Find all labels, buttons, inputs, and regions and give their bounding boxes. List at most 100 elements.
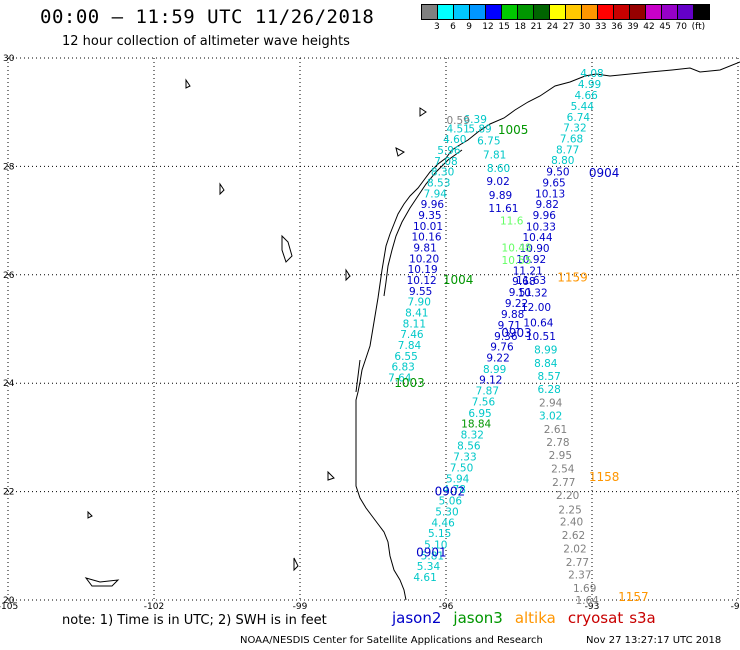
wave-height-label: 7.90 (408, 297, 431, 309)
legend-label: 33 (595, 22, 607, 32)
lat-tick-label: 26 (3, 271, 15, 281)
footer: NOAA/NESDIS Center for Satellite Applica… (240, 635, 721, 646)
wave-height-label: 6.74 (567, 112, 591, 124)
wave-height-label: 7.56 (472, 396, 496, 408)
satellite-legend: jason2 jason3 altika cryosat s3a (392, 609, 668, 627)
wave-height-label: 12.00 (521, 302, 551, 314)
pass-time-label: 1158 (589, 470, 620, 484)
pass-time-label: 1003 (394, 376, 425, 390)
wave-height-label: 7.08 (434, 156, 457, 168)
map-title: 00:00 – 11:59 UTC 11/26/2018 (40, 6, 375, 28)
lon-tick-label: -93 (585, 602, 600, 612)
wave-height-label: 11.63 (516, 275, 546, 287)
color-legend-labels: 3 6 9 12 15 18 21 24 27 30 33 36 39 42 45 70 (ft) (422, 22, 740, 34)
wave-height-label: 9.71 (498, 320, 521, 332)
wave-height-label: 10.01 (413, 221, 443, 233)
satellite-name: altika (514, 609, 556, 627)
wave-height-label: 4.51 (446, 123, 469, 135)
wave-height-label: 10.20 (409, 253, 439, 265)
wave-height-label: 5.06 (439, 496, 463, 508)
lat-tick-label: 30 (3, 54, 15, 64)
legend-label: 36 (611, 22, 623, 32)
legend-label: 3 (434, 22, 440, 32)
lat-tick-label: 20 (3, 596, 15, 606)
wave-height-label: 9.81 (413, 242, 436, 254)
wave-height-label: 8.57 (537, 371, 560, 383)
legend-label: 21 (530, 22, 543, 32)
lon-tick-label: -96 (439, 602, 454, 612)
wave-height-label: 2.94 (539, 398, 563, 410)
island-9 (419, 107, 427, 117)
wave-height-label: 2.77 (566, 557, 589, 569)
wave-height-label: 6.55 (394, 351, 417, 363)
island-4 (84, 577, 120, 587)
island-1 (185, 78, 191, 89)
wave-height-label: 8.56 (457, 440, 481, 452)
legend-swatch (693, 4, 710, 20)
wave-height-label: 9.96 (533, 210, 557, 222)
wave-height-label: 6.28 (537, 384, 560, 396)
wave-height-label: 8.30 (431, 167, 454, 179)
axis-ticks: -105 -102 -99 -96 -93 -90 30 28 26 24 22 20 (0, 54, 740, 612)
wave-height-label: 10.33 (526, 221, 556, 233)
wave-height-label: 5.94 (446, 473, 470, 485)
satellite-name: s3a (629, 609, 656, 627)
wave-height-label: 2.25 (558, 504, 581, 516)
wave-height-label: 10.48 (502, 242, 532, 254)
wave-height-label: 8.53 (427, 177, 450, 189)
legend-label: 45 (659, 22, 671, 32)
wave-height-label: 5.81 (421, 550, 444, 562)
wave-height-label: 2.77 (552, 477, 575, 489)
legend-label: 12 (482, 22, 494, 32)
pass-time-label: 0902 (435, 484, 466, 498)
wave-height-label: 9.22 (505, 298, 528, 310)
pass-time-label: 1159 (557, 270, 588, 284)
wave-height-label: 9.96 (421, 199, 445, 211)
wave-height-label: 2.78 (546, 437, 569, 449)
wave-height-label: 5.89 (468, 123, 491, 135)
legend-label: 42 (643, 22, 655, 32)
wave-height-label: 9.88 (501, 309, 524, 321)
wave-height-label: 2.95 (549, 450, 572, 462)
satellite-name: jason2 (392, 609, 442, 627)
wave-height-label: 10.12 (407, 275, 437, 287)
island-5 (87, 510, 93, 519)
wave-height-label: 2.37 (568, 569, 591, 581)
pass-time-label: 1004 (443, 273, 474, 287)
island-10 (395, 147, 405, 157)
wave-height-label: 7.84 (398, 340, 422, 352)
wave-height-label: 7.64 (388, 373, 412, 385)
wave-height-label: 6.95 (468, 408, 491, 420)
wave-height-label: 9.76 (490, 342, 514, 354)
wave-height-label: 2.20 (556, 490, 579, 502)
wave-height-label: 7.94 (424, 188, 448, 200)
wave-height-label: 5.44 (571, 101, 595, 113)
wave-height-label: 2.62 (562, 530, 585, 542)
wave-height-label: 8.99 (534, 344, 557, 356)
wave-height-label: 8.77 (556, 144, 579, 156)
gulf-coastline (355, 61, 740, 601)
wave-height-label: 9.89 (489, 190, 512, 202)
wave-height-label: 2.54 (551, 464, 575, 476)
wave-height-label: 0.59 (446, 115, 469, 127)
wave-height-label: 10.90 (520, 243, 550, 255)
footer-timestamp: Nov 27 13:27:17 UTC 2018 (586, 635, 722, 646)
pass-time-label: 0901 (416, 546, 447, 560)
wave-height-label: 7.50 (450, 463, 473, 475)
wave-height-label: 9.36 (494, 331, 518, 343)
wave-height-label: 7.32 (563, 123, 586, 135)
wave-height-label: 9.02 (486, 176, 509, 188)
wave-height-label: 10.13 (535, 188, 565, 200)
island-7 (293, 557, 299, 572)
pass-time-label: 0904 (589, 166, 620, 180)
wave-height-label: 4.99 (578, 79, 601, 91)
wave-height-label: 8.11 (403, 318, 426, 330)
wave-height-label: 9.51 (509, 287, 532, 299)
wave-height-label: 2.02 (563, 543, 586, 555)
pass-time-label: 1005 (498, 123, 529, 137)
wave-height-label: 8.32 (461, 429, 484, 441)
wave-height-label: 10.16 (412, 232, 442, 244)
lat-tick-label: 22 (3, 488, 14, 498)
wave-height-label: 9.68 (512, 276, 535, 288)
wave-height-label: 9.50 (546, 167, 569, 179)
